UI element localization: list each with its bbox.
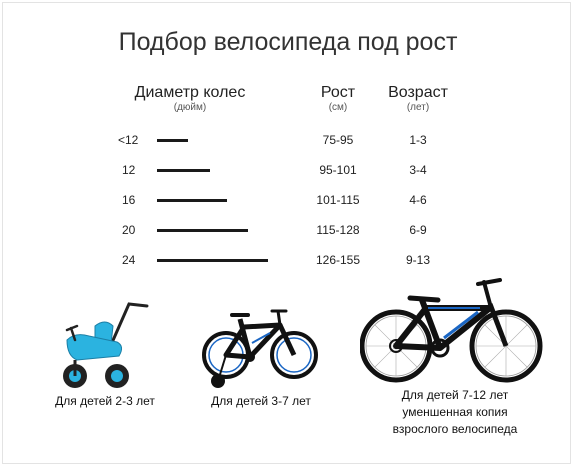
row-age: 6-9 [409, 223, 427, 237]
wheel-size-bar [157, 139, 188, 142]
header-age-unit: (лет) [406, 102, 430, 113]
row-height: 115-128 [316, 223, 360, 237]
row-height: 101-115 [316, 193, 360, 207]
header-height: Рост (см) [298, 84, 378, 114]
kids-bike-icon [202, 309, 318, 388]
header-height-label: Рост [320, 84, 356, 101]
row-height: 95-101 [319, 163, 357, 177]
row-wheel: 24 [122, 253, 136, 267]
caption-tricycle: Для детей 2-3 лет [55, 394, 155, 408]
header-wheel-unit: (дюйм) [173, 102, 207, 113]
row-age: 9-13 [405, 253, 431, 267]
page-title: Подбор велосипеда под рост [118, 28, 458, 56]
row-age: 4-6 [409, 193, 427, 207]
table-row: 20 115-128 6-9 [0, 223, 576, 243]
wheel-size-bar [157, 259, 268, 262]
caption-teen-line-1: Для детей 7-12 лет [401, 388, 509, 402]
table-row: <12 75-95 1-3 [0, 133, 576, 153]
row-age: 3-4 [409, 163, 427, 177]
caption-teen-line-2: уменшенная копия [402, 405, 508, 419]
row-wheel: 20 [122, 223, 136, 237]
header-wheel-label: Диаметр колес [134, 84, 246, 101]
row-wheel: 12 [122, 163, 136, 177]
table-row: 16 101-115 4-6 [0, 193, 576, 213]
image-frame [2, 2, 571, 464]
teen-bike-icon [360, 278, 543, 383]
row-age: 1-3 [409, 133, 427, 147]
table-row: 24 126-155 9-13 [0, 253, 576, 273]
tricycle-icon [63, 302, 149, 388]
row-wheel: 16 [122, 193, 136, 207]
header-age-label: Возраст [388, 84, 448, 101]
caption-kids-bike: Для детей 3-7 лет [211, 394, 311, 408]
header-age: Возраст (лет) [376, 84, 460, 114]
row-height: 75-95 [322, 133, 354, 147]
header-height-unit: (см) [328, 102, 348, 113]
header-wheel-diameter: Диаметр колес (дюйм) [120, 84, 260, 114]
wheel-size-bar [157, 199, 227, 202]
row-height: 126-155 [315, 253, 361, 267]
row-wheel: <12 [118, 133, 139, 147]
caption-teen-bike: Для детей 7-12 лет уменшенная копия взро… [370, 387, 540, 438]
wheel-size-bar [157, 229, 248, 232]
wheel-size-bar [157, 169, 210, 172]
table-row: 12 95-101 3-4 [0, 163, 576, 183]
caption-teen-line-3: взрослого велосипеда [392, 422, 518, 436]
